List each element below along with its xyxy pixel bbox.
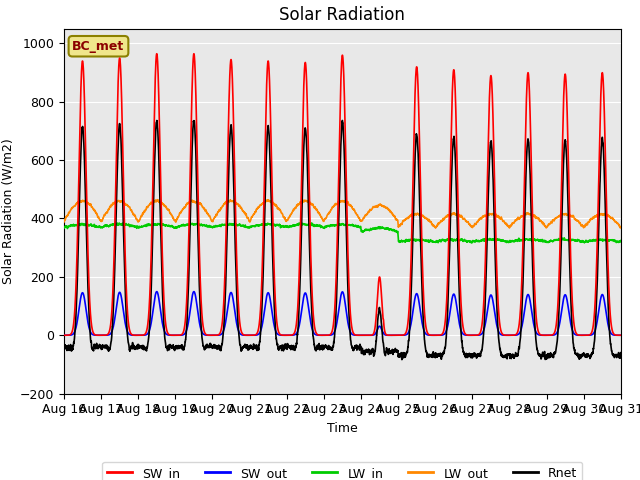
Rnet bbox=[617, 350, 625, 356]
SW_out bbox=[468, 332, 476, 338]
LW_out bbox=[467, 224, 475, 229]
Line: Rnet: Rnet bbox=[64, 120, 621, 360]
SW_out bbox=[499, 332, 507, 338]
SW_out bbox=[322, 332, 330, 338]
SW_in bbox=[468, 332, 476, 338]
Rnet bbox=[160, 324, 168, 329]
SW_in bbox=[161, 302, 168, 308]
LW_out bbox=[60, 219, 68, 225]
SW_out bbox=[436, 332, 444, 338]
LW_in bbox=[616, 239, 624, 244]
Y-axis label: Solar Radiation (W/m2): Solar Radiation (W/m2) bbox=[1, 138, 14, 284]
LW_out bbox=[617, 225, 625, 230]
Rnet bbox=[499, 353, 507, 359]
SW_out bbox=[153, 289, 161, 295]
SW_out bbox=[616, 332, 624, 338]
LW_in bbox=[467, 239, 475, 244]
Rnet bbox=[468, 351, 476, 357]
LW_out bbox=[506, 225, 513, 231]
SW_in bbox=[357, 332, 365, 338]
SW_in bbox=[436, 332, 444, 338]
SW_out bbox=[357, 332, 365, 338]
LW_in bbox=[60, 224, 68, 230]
LW_out bbox=[322, 216, 330, 221]
Rnet bbox=[60, 343, 68, 349]
Line: SW_out: SW_out bbox=[64, 292, 621, 335]
Text: BC_met: BC_met bbox=[72, 40, 125, 53]
LW_out bbox=[436, 219, 444, 225]
LW_in bbox=[322, 224, 330, 230]
Rnet bbox=[616, 354, 624, 360]
LW_in bbox=[468, 240, 476, 246]
LW_out bbox=[499, 218, 507, 224]
Rnet bbox=[322, 342, 330, 348]
Rnet bbox=[436, 353, 444, 359]
Title: Solar Radiation: Solar Radiation bbox=[280, 6, 405, 24]
SW_in bbox=[322, 332, 330, 338]
LW_in bbox=[308, 220, 316, 226]
Line: LW_out: LW_out bbox=[64, 200, 621, 228]
SW_out bbox=[60, 332, 68, 338]
LW_out bbox=[154, 197, 161, 203]
SW_in bbox=[60, 332, 68, 338]
SW_in bbox=[616, 332, 624, 338]
LW_in bbox=[436, 238, 444, 243]
SW_in bbox=[617, 332, 625, 338]
LW_out bbox=[161, 203, 168, 209]
Rnet bbox=[339, 118, 346, 123]
LW_out bbox=[616, 224, 624, 229]
LW_in bbox=[499, 237, 507, 242]
Legend: SW_in, SW_out, LW_in, LW_out, Rnet: SW_in, SW_out, LW_in, LW_out, Rnet bbox=[102, 462, 582, 480]
Rnet bbox=[398, 357, 406, 362]
LW_in bbox=[617, 238, 625, 243]
Line: SW_in: SW_in bbox=[64, 54, 621, 335]
SW_out bbox=[617, 332, 625, 338]
X-axis label: Time: Time bbox=[327, 422, 358, 435]
SW_in bbox=[499, 332, 507, 337]
SW_out bbox=[161, 328, 168, 334]
Line: LW_in: LW_in bbox=[64, 223, 621, 243]
SW_in bbox=[153, 51, 161, 57]
LW_in bbox=[160, 222, 168, 228]
